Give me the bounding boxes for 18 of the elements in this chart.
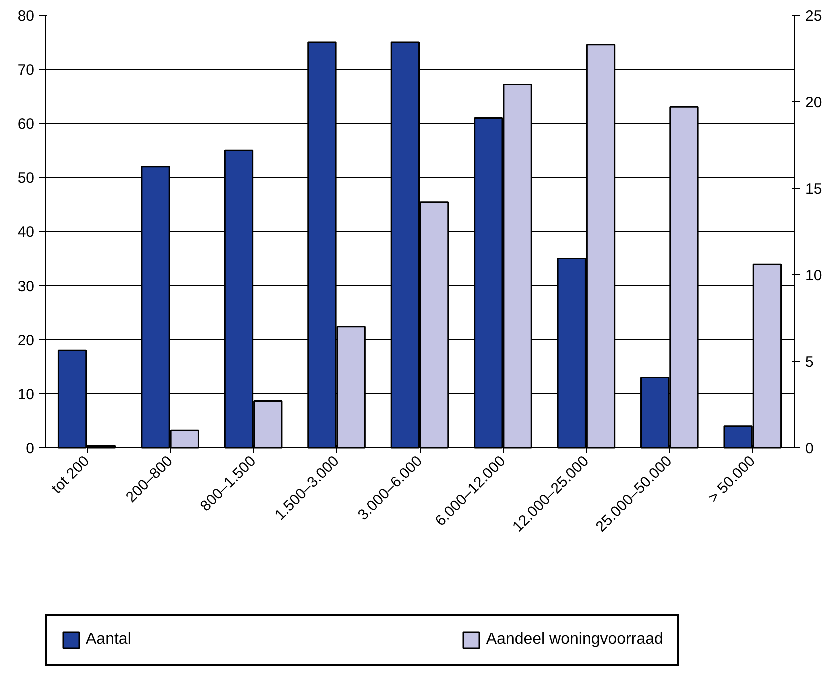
y-tick-label: 40	[18, 224, 35, 242]
x-tick-label: tot 200	[48, 452, 94, 498]
y-tick-label: 80	[18, 8, 35, 25]
legend-label: Aandeel woningvoorraad	[486, 631, 664, 649]
y-tick-label: 10	[18, 386, 35, 404]
y2-tick-label: 0	[806, 440, 814, 458]
y-tick-label: 20	[18, 332, 35, 350]
y-tick-label: 50	[18, 170, 35, 188]
y2-tick-label: 15	[806, 180, 822, 198]
y2-tick-label: 25	[806, 8, 822, 25]
legend-label: Aantal	[86, 631, 132, 649]
y-tick-label: 30	[18, 278, 35, 296]
y-tick-label: 60	[18, 116, 35, 134]
y2-tick-label: 5	[806, 354, 814, 371]
y-tick-label: 70	[18, 62, 35, 80]
y2-tick-label: 20	[806, 94, 822, 112]
y-tick-label: 0	[26, 440, 34, 458]
y2-tick-label: 10	[806, 267, 822, 284]
